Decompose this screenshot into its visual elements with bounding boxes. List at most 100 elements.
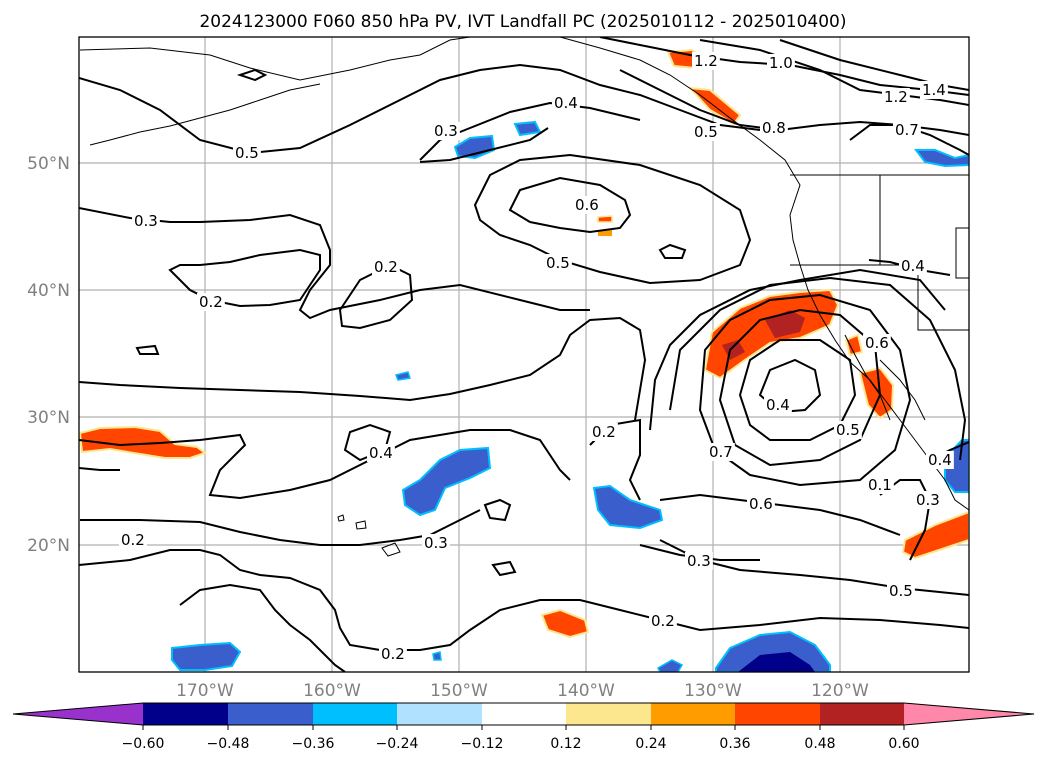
colorbar-extend-high	[904, 703, 1034, 725]
fill-positive-tiny2	[598, 230, 612, 236]
contour-0.3-gulf	[419, 127, 549, 163]
colorbar-bin	[397, 703, 482, 725]
latitude-labels: 50°N 40°N 30°N 20°N	[27, 154, 70, 556]
contour-label: 0.7	[895, 121, 919, 139]
contour-0.5-gulf	[473, 153, 752, 285]
fill-negative-sub2	[592, 484, 664, 530]
contour-0.2-loop3	[179, 583, 346, 672]
contour-0.6-outer	[669, 276, 967, 461]
colorbar-tick-label: −0.60	[122, 736, 165, 752]
colorbar-bin	[482, 703, 566, 725]
contour-label: 0.6	[575, 196, 599, 214]
contour-label: 0.3	[687, 552, 711, 570]
coast-hawaii3	[337, 514, 345, 522]
contour-label: 1.2	[884, 88, 908, 106]
contour-0.2-sub	[79, 549, 969, 651]
coast-hawaii1	[381, 542, 401, 557]
contour-label: 0.3	[424, 534, 448, 552]
colorbar-tick-label: −0.12	[461, 736, 504, 752]
contour-0.3-loop	[483, 498, 512, 522]
contour-0.3-west	[79, 207, 590, 320]
contour-0.5-alaska-loop	[236, 68, 268, 82]
fill-negative-small2	[657, 659, 684, 672]
lat-label: 30°N	[27, 408, 70, 428]
fill-negative-gulf2	[513, 120, 542, 137]
colorbar-bin	[820, 703, 904, 725]
contour-label-halo	[197, 293, 225, 311]
contour-pv-jet1	[79, 316, 647, 421]
contour-0.2-loop-small	[491, 560, 517, 577]
contour-label: 0.5	[235, 144, 259, 162]
contour-label-halo	[432, 122, 460, 140]
contour-label-halo	[132, 212, 160, 230]
colorbar-ticks	[142, 725, 905, 730]
contour-0.6-label-line	[659, 493, 901, 536]
contour-label-halo	[649, 612, 677, 630]
coast-baja	[844, 334, 891, 421]
contour-label: 0.2	[121, 531, 145, 549]
contour-label: 1.0	[769, 54, 793, 72]
map-background	[79, 37, 969, 672]
fill-positive-california-core2	[722, 340, 745, 360]
colorbar: −0.60 −0.48 −0.36 −0.24 −0.12 0.12 0.24 …	[12, 702, 1035, 752]
fill-negative-nw-canada	[914, 149, 969, 168]
contour-label-halo	[685, 552, 713, 570]
colorbar-bin	[651, 703, 735, 725]
contour-label-halo	[367, 444, 395, 462]
contour-label: 1.2	[694, 52, 718, 70]
lon-label: 140°W	[557, 681, 615, 701]
fill-positive-baja-small	[844, 333, 864, 357]
contour-label: 0.8	[762, 119, 786, 137]
contour-label-halo	[379, 645, 407, 663]
colorbar-tick-label: 0.36	[719, 736, 750, 752]
contour-label: 0.2	[651, 612, 675, 630]
contour-label: 0.4	[766, 396, 790, 414]
contour-0.2-west-edge	[79, 467, 120, 471]
contour-0.4-loop2	[343, 423, 392, 462]
contour-label-halo	[573, 196, 601, 214]
lon-label: 130°W	[684, 681, 742, 701]
contour-label-halo	[887, 582, 915, 600]
lon-label: 150°W	[430, 681, 488, 701]
fill-negative-south-core	[738, 652, 815, 672]
contour-label-halo	[692, 52, 720, 70]
contour-label: 0.4	[928, 451, 952, 469]
negative-anomaly-fills	[171, 120, 969, 672]
contour-label-halo	[920, 81, 948, 99]
contour-label-halo	[119, 531, 147, 549]
colorbar-bin	[566, 703, 651, 725]
contour-0.3-sub	[80, 509, 481, 546]
contour-0.3-loop-small	[135, 344, 160, 355]
lat-label: 20°N	[27, 536, 70, 556]
coast-aleutians	[89, 83, 321, 146]
lat-label: 40°N	[27, 281, 70, 301]
contour-label: 1.4	[922, 81, 946, 99]
colorbar-bin	[143, 703, 228, 725]
contour-label-halo	[834, 421, 862, 439]
coast-hawaii2	[355, 520, 367, 530]
contour-label: 0.4	[901, 257, 925, 275]
contour-label: 0.3	[916, 491, 940, 509]
colorbar-tick-label: 0.48	[804, 736, 835, 752]
contour-0.6-gulf	[508, 176, 632, 234]
state-borders	[790, 174, 969, 331]
map-title: 2024123000 F060 850 hPa PV, IVT Landfall…	[199, 12, 846, 32]
contour-0.5-north	[79, 63, 761, 155]
contour-label-halo	[233, 144, 261, 162]
fill-positive-hawaii-jet	[79, 425, 208, 459]
fill-negative-sw	[171, 641, 242, 671]
map-panel: 0.5 0.4 0.3 0.6 0.5 0.3 0.2 0.2 1.0 1.2 …	[78, 36, 970, 673]
contour-1.4-alaska	[779, 39, 969, 91]
contour-label-halo	[544, 254, 572, 272]
contour-label: 0.5	[694, 123, 718, 141]
lat-label: 50°N	[27, 154, 70, 174]
fill-positive-california	[703, 288, 840, 380]
contour-label: 0.5	[889, 582, 913, 600]
contour-label-halo	[692, 123, 720, 141]
contour-label-halo	[747, 495, 775, 513]
contour-0.4-loop	[658, 243, 687, 259]
coast-alaska	[79, 37, 471, 81]
contour-label-halo	[707, 443, 735, 461]
colorbar-extend-low	[13, 703, 143, 725]
